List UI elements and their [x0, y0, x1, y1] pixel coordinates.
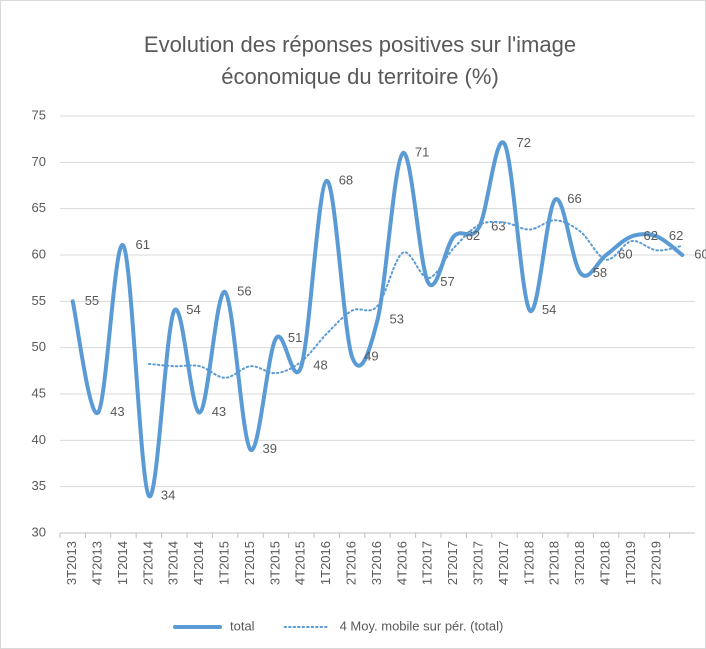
data-label: 34: [161, 487, 175, 502]
data-label: 68: [339, 172, 353, 187]
chart-title: Evolution des réponses positives sur l'i…: [144, 32, 576, 57]
data-label: 61: [136, 237, 150, 252]
y-tick-label: 65: [32, 200, 46, 215]
y-tick-label: 70: [32, 154, 46, 169]
x-tick-label: 1T2017: [420, 541, 435, 585]
y-tick-label: 35: [32, 478, 46, 493]
series-line: [147, 219, 684, 379]
data-label: 48: [313, 358, 327, 373]
x-tick-label: 3T2014: [166, 541, 181, 585]
data-label: 39: [263, 441, 277, 456]
x-tick-label: 2T2018: [547, 541, 562, 585]
x-tick-label: 4T2015: [293, 541, 308, 585]
x-tick-label: 3T2017: [471, 541, 486, 585]
x-tick-label: 2T2014: [140, 541, 155, 585]
x-tick-label: 4T2014: [191, 541, 206, 585]
data-label: 71: [415, 145, 429, 160]
data-label: 43: [212, 404, 226, 419]
x-tick-label: 1T2018: [521, 541, 536, 585]
data-label: 62: [466, 228, 480, 243]
x-tick-label: 4T2013: [90, 541, 105, 585]
data-label: 49: [364, 348, 378, 363]
y-tick-label: 75: [32, 107, 46, 122]
x-tick-label: 1T2015: [217, 541, 232, 585]
y-tick-label: 40: [32, 432, 46, 447]
data-label: 54: [542, 302, 556, 317]
x-tick-label: 2T2016: [344, 541, 359, 585]
y-tick-label: 50: [32, 339, 46, 354]
x-tick-label: 4T2017: [496, 541, 511, 585]
data-label: 55: [85, 293, 99, 308]
chart-title: économique du territoire (%): [221, 64, 499, 89]
data-label: 54: [186, 302, 200, 317]
y-tick-label: 55: [32, 293, 46, 308]
data-label: 57: [440, 274, 454, 289]
x-tick-label: 3T2018: [572, 541, 587, 585]
legend-label: 4 Moy. mobile sur pér. (total): [340, 618, 504, 633]
data-label: 60: [618, 246, 632, 261]
data-label: 53: [390, 311, 404, 326]
x-tick-label: 2T2015: [242, 541, 257, 585]
y-tick-label: 30: [32, 524, 46, 539]
x-tick-label: 1T2019: [623, 541, 638, 585]
x-tick-label: 4T2016: [394, 541, 409, 585]
data-label: 51: [288, 330, 302, 345]
data-label: 60: [694, 246, 706, 261]
legend-label: total: [230, 618, 255, 633]
data-label: 62: [644, 228, 658, 243]
x-tick-label: 3T2013: [64, 541, 79, 585]
x-tick-label: 4T2018: [598, 541, 613, 585]
data-label: 63: [491, 219, 505, 234]
data-label: 43: [110, 404, 124, 419]
data-label: 62: [669, 228, 683, 243]
x-tick-label: 2T2019: [648, 541, 663, 585]
y-tick-label: 60: [32, 246, 46, 261]
y-tick-label: 45: [32, 385, 46, 400]
data-label: 58: [593, 265, 607, 280]
x-tick-label: 1T2016: [318, 541, 333, 585]
x-tick-label: 1T2014: [115, 541, 130, 585]
data-label: 56: [237, 284, 251, 299]
x-tick-label: 3T2015: [267, 541, 282, 585]
x-tick-label: 2T2017: [445, 541, 460, 585]
data-label: 72: [517, 135, 531, 150]
data-label: 66: [567, 191, 581, 206]
series-line: [70, 140, 685, 498]
x-tick-label: 3T2016: [369, 541, 384, 585]
